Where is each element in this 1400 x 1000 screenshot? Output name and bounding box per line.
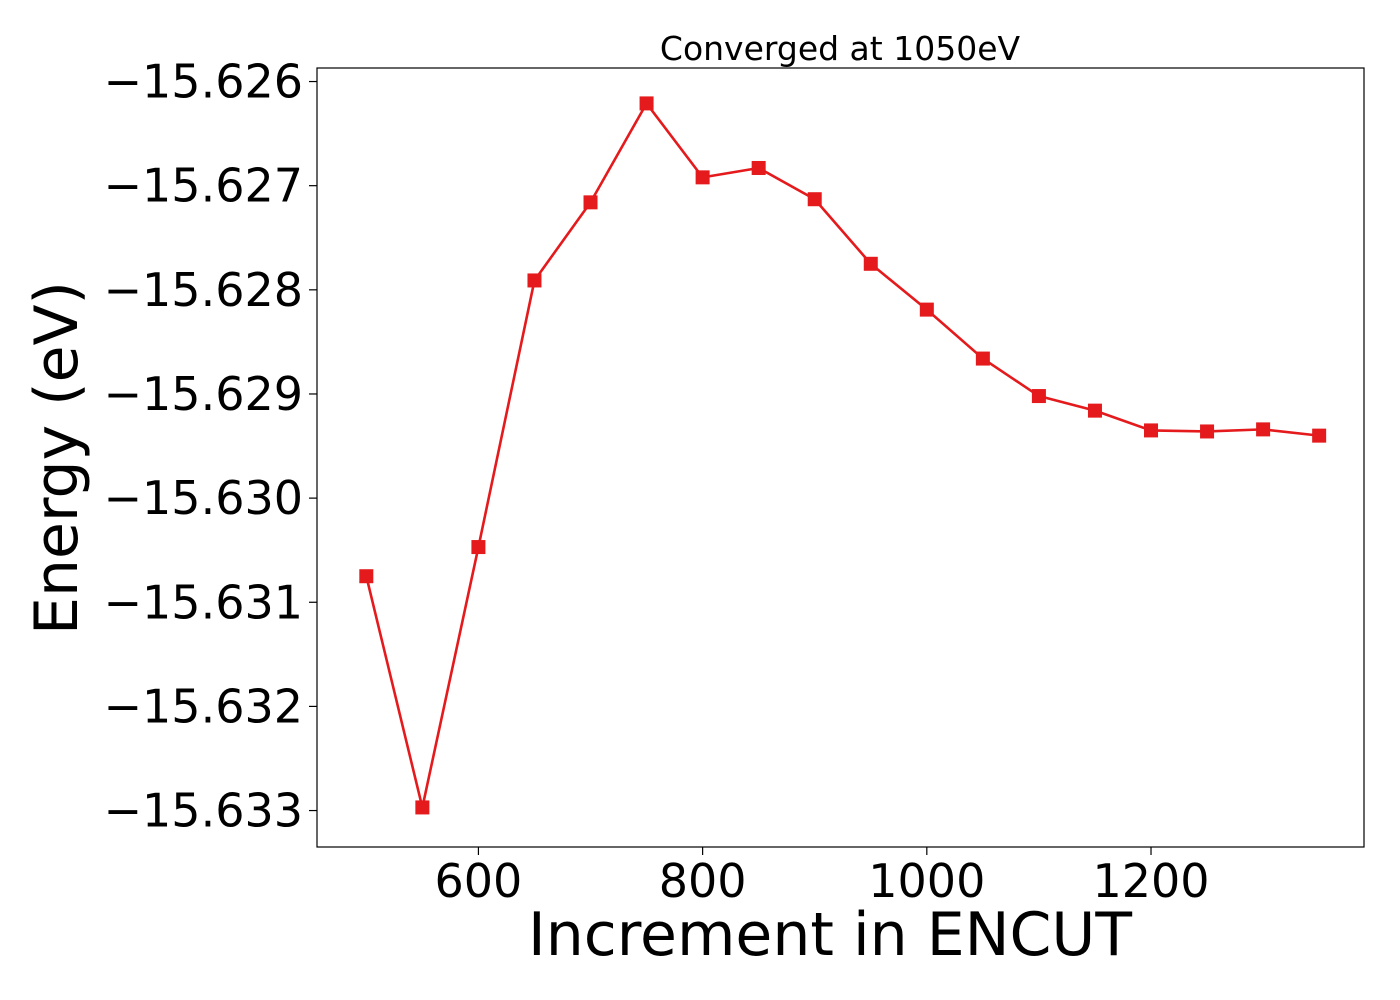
y-tick-label: −15.631: [104, 575, 304, 629]
y-tick-label: −15.633: [104, 784, 304, 838]
y-axis-label: Energy (eV): [22, 281, 92, 635]
data-point-marker: [1087, 403, 1102, 418]
data-point-marker: [919, 302, 934, 317]
plot-area-frame: [316, 67, 1365, 848]
tick-layer: 600 800 1000 1200 −15.626 −15.627 −15.628 −15.6…: [104, 55, 1210, 908]
series-layer: [359, 96, 1327, 815]
data-point-marker: [359, 569, 374, 584]
x-axis-label: Increment in ENCUT: [528, 900, 1132, 970]
data-point-marker: [807, 192, 822, 207]
data-point-marker: [751, 160, 766, 175]
x-tick-label: 1200: [1092, 854, 1209, 908]
data-point-marker: [527, 273, 542, 288]
chart-title: Converged at 1050eV: [660, 29, 1021, 68]
data-point-marker: [695, 170, 710, 185]
data-point-marker: [471, 540, 486, 555]
data-point-marker: [1031, 389, 1046, 404]
data-point-marker: [415, 800, 430, 815]
data-point-marker: [639, 96, 654, 111]
y-tick-label: −15.630: [104, 471, 304, 525]
x-tick-label: 600: [435, 854, 523, 908]
y-tick-label: −15.629: [104, 367, 304, 421]
data-point-marker: [583, 195, 598, 210]
data-point-marker: [1144, 423, 1159, 438]
x-tick-label: 1000: [868, 854, 985, 908]
y-tick-label: −15.632: [104, 679, 304, 733]
data-point-marker: [975, 351, 990, 366]
y-tick-label: −15.628: [104, 263, 304, 317]
data-point-marker: [1256, 422, 1271, 437]
y-tick-label: −15.627: [104, 159, 304, 213]
data-point-marker: [863, 256, 878, 271]
x-tick-label: 800: [659, 854, 747, 908]
y-tick-label: −15.626: [104, 55, 304, 109]
series-line: [365, 102, 1320, 809]
data-point-marker: [1312, 428, 1327, 443]
data-point-marker: [1200, 424, 1215, 439]
